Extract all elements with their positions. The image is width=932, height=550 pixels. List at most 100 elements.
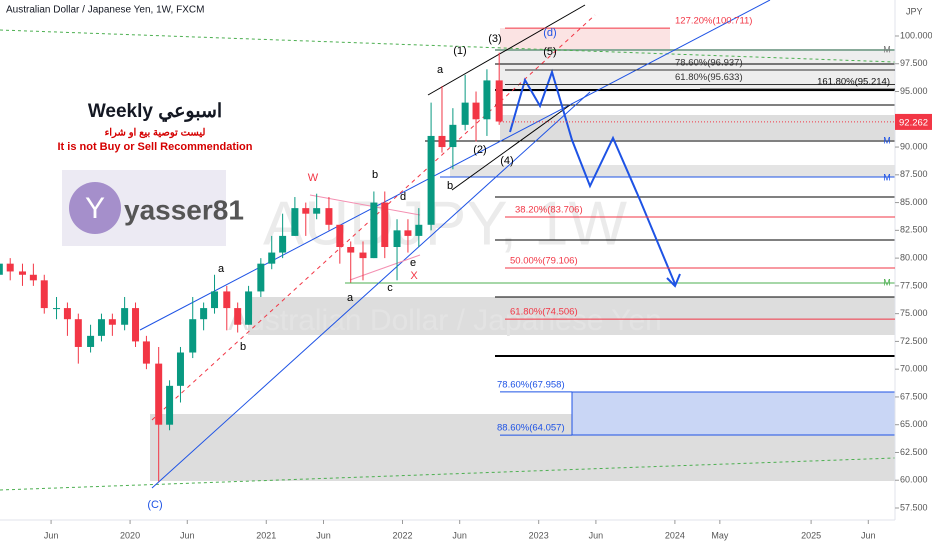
x-tick-label: Jun [861, 530, 876, 540]
candle-body [234, 308, 242, 325]
fib-label: 78.60%(96.937) [675, 58, 743, 69]
x-tick-label: Jun [452, 530, 467, 540]
candle-body [438, 135, 446, 148]
x-tick-label: May [711, 530, 729, 540]
header: Australian Dollar / Japanese Yen, 1W, FX… [6, 5, 204, 16]
zone [571, 391, 896, 436]
candle-body [176, 352, 184, 386]
y-tick-label: 62.500 [900, 447, 928, 457]
y-tick-label: 85.000 [900, 197, 928, 207]
candle-body [155, 363, 163, 425]
candle-body [449, 124, 457, 148]
candle-body [427, 135, 435, 225]
x-tick-label: 2021 [256, 530, 276, 540]
candle-body [189, 319, 197, 353]
trend-line [0, 29, 896, 63]
logo: Y yasser81 [62, 170, 244, 246]
x-tick-label: Jun [316, 530, 331, 540]
wave-label: (5) [543, 46, 556, 58]
candle-body [325, 208, 333, 225]
candle-body [200, 308, 208, 320]
wave-label: (2) [473, 144, 486, 156]
last-price-tag [895, 113, 932, 130]
candle-body [415, 224, 423, 236]
wave-label: (4) [500, 155, 513, 167]
wave-label: (1) [453, 45, 466, 57]
channel-line [139, 0, 771, 331]
wave-label: b [372, 169, 378, 181]
fib-label: 61.80%(74.506) [510, 307, 578, 318]
x-tick-label: 2023 [529, 530, 549, 540]
y-tick-label: 90.000 [900, 141, 928, 151]
wave-label: (d) [543, 27, 556, 39]
watermark: AUDJPY, 1W Australian Dollar / Japanese … [228, 189, 662, 337]
wave-label: b [240, 341, 246, 353]
candle-body [336, 224, 344, 248]
y-tick-label: 60.000 [900, 475, 928, 485]
wave-label: d [400, 191, 406, 203]
fib-label: 78.60%(67.958) [497, 379, 565, 390]
zone [450, 165, 895, 177]
candle-body [381, 202, 389, 248]
candle-body [359, 252, 367, 259]
candle-body [132, 308, 140, 342]
y-tick-label: 87.500 [900, 169, 928, 179]
triangle-line [309, 194, 421, 216]
candle-body [6, 263, 14, 272]
wave-label: (3) [488, 33, 501, 45]
logo-letter: Y [85, 192, 105, 225]
candle-body [483, 80, 491, 120]
y-tick-label: 100.000 [900, 30, 932, 40]
note-line: ليست توصية بيع او شراء [105, 128, 206, 139]
x-tick-label: 2020 [120, 530, 140, 540]
candle-body [302, 208, 310, 214]
logo-name: yasser81 [124, 194, 244, 225]
fib-label: 88.60%(64.057) [497, 423, 565, 434]
y-tick-label: 82.500 [900, 225, 928, 235]
watermark-symbol: AUDJPY, 1W [263, 189, 628, 258]
channel-line [151, 91, 591, 489]
y-tick-label: 75.000 [900, 308, 928, 318]
candle-body [87, 335, 95, 347]
y-tick-label: 77.500 [900, 280, 928, 290]
fib-label: 161.80%(95.214) [817, 77, 890, 88]
wave-label: a [218, 263, 225, 275]
watermark-name: Australian Dollar / Japanese Yen [228, 304, 662, 337]
candle-body [63, 308, 71, 320]
zone [500, 50, 895, 92]
channel-line [427, 4, 586, 96]
candle-body [166, 385, 174, 425]
candle-body [245, 291, 253, 325]
wave-label: a [437, 64, 444, 76]
channel-line [451, 104, 571, 191]
candle-body [472, 102, 480, 120]
x-tick-label: Jun [589, 530, 604, 540]
candle-body [347, 247, 355, 253]
candle-body [268, 252, 276, 264]
x-tick-label: Jun [44, 530, 59, 540]
candle-body [142, 341, 150, 364]
projection-arrow [666, 273, 681, 288]
last-price-label: 92.262 [899, 117, 928, 128]
wave-label: X [410, 270, 418, 282]
candle-body [53, 308, 61, 310]
wave-label: b [447, 180, 453, 192]
logo-circle [69, 182, 121, 234]
y-tick-label: 67.500 [900, 391, 928, 401]
fib-label: 61.80%(95.633) [675, 72, 743, 83]
note-line: It is not Buy or Sell Recommendation [58, 141, 253, 153]
candle-body [108, 319, 116, 325]
marker: M [883, 172, 891, 182]
marker: M [883, 277, 891, 287]
wave-label: c [387, 282, 393, 294]
wave-label: e [410, 257, 416, 269]
y-tick-label: 70.000 [900, 364, 928, 374]
note-title: Weekly اسبوعي [88, 101, 222, 123]
currency: JPY [906, 6, 923, 16]
y-tick-label: 72.500 [900, 336, 928, 346]
marker: M [883, 135, 891, 145]
x-tick-label: Jun [180, 530, 195, 540]
wave-label: W [308, 172, 319, 184]
candle-body [279, 235, 287, 253]
